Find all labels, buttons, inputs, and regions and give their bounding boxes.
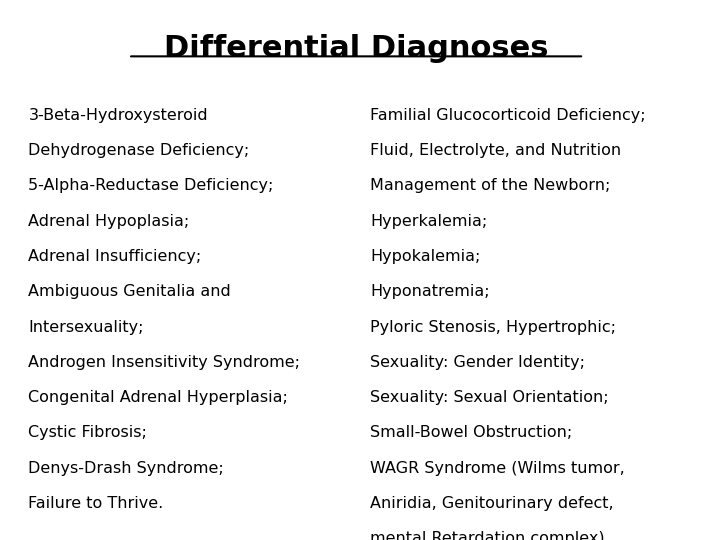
Text: 3-Beta-Hydroxysteroid: 3-Beta-Hydroxysteroid xyxy=(29,108,208,123)
Text: Fluid, Electrolyte, and Nutrition: Fluid, Electrolyte, and Nutrition xyxy=(370,143,621,158)
Text: Hyponatremia;: Hyponatremia; xyxy=(370,284,490,299)
Text: Small-Bowel Obstruction;: Small-Bowel Obstruction; xyxy=(370,426,572,441)
Text: Ambiguous Genitalia and: Ambiguous Genitalia and xyxy=(29,284,231,299)
Text: Familial Glucocorticoid Deficiency;: Familial Glucocorticoid Deficiency; xyxy=(370,108,646,123)
Text: WAGR Syndrome (Wilms tumor,: WAGR Syndrome (Wilms tumor, xyxy=(370,461,625,476)
Text: Management of the Newborn;: Management of the Newborn; xyxy=(370,178,611,193)
Text: Adrenal Insufficiency;: Adrenal Insufficiency; xyxy=(29,249,202,264)
Text: Cystic Fibrosis;: Cystic Fibrosis; xyxy=(29,426,148,441)
Text: Pyloric Stenosis, Hypertrophic;: Pyloric Stenosis, Hypertrophic; xyxy=(370,320,616,334)
Text: Androgen Insensitivity Syndrome;: Androgen Insensitivity Syndrome; xyxy=(29,355,300,370)
Text: Adrenal Hypoplasia;: Adrenal Hypoplasia; xyxy=(29,214,190,228)
Text: Hypokalemia;: Hypokalemia; xyxy=(370,249,481,264)
Text: Differential Diagnoses: Differential Diagnoses xyxy=(164,35,549,63)
Text: Denys-Drash Syndrome;: Denys-Drash Syndrome; xyxy=(29,461,224,476)
Text: Failure to Thrive.: Failure to Thrive. xyxy=(29,496,163,511)
Text: Dehydrogenase Deficiency;: Dehydrogenase Deficiency; xyxy=(29,143,250,158)
Text: Sexuality: Sexual Orientation;: Sexuality: Sexual Orientation; xyxy=(370,390,609,405)
Text: Sexuality: Gender Identity;: Sexuality: Gender Identity; xyxy=(370,355,585,370)
Text: Aniridia, Genitourinary defect,: Aniridia, Genitourinary defect, xyxy=(370,496,614,511)
Text: Intersexuality;: Intersexuality; xyxy=(29,320,144,334)
Text: 5-Alpha-Reductase Deficiency;: 5-Alpha-Reductase Deficiency; xyxy=(29,178,274,193)
Text: mental Retardation complex).: mental Retardation complex). xyxy=(370,531,610,540)
Text: Hyperkalemia;: Hyperkalemia; xyxy=(370,214,487,228)
Text: Congenital Adrenal Hyperplasia;: Congenital Adrenal Hyperplasia; xyxy=(29,390,289,405)
